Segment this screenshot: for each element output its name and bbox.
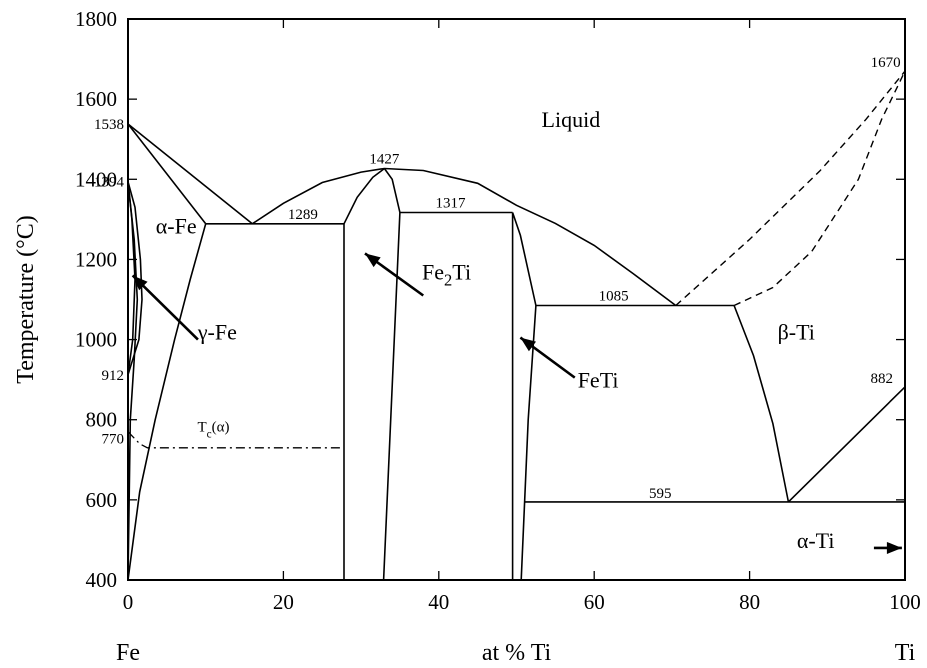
y-tick-label: 1800 [75, 7, 117, 31]
y-tick-label: 400 [86, 568, 118, 592]
phase-label: Liquid [542, 107, 601, 132]
y-tick-label: 1200 [75, 247, 117, 271]
temperature-annotation: 912 [102, 368, 125, 384]
x-tick-label: 40 [428, 590, 449, 614]
temperature-annotation: 770 [102, 432, 125, 448]
temperature-annotation: 1394 [94, 175, 125, 191]
phase-boundary-7 [127, 181, 139, 581]
x-axis-title: at % Ti [482, 640, 552, 666]
temperature-annotation: 1670 [871, 55, 901, 71]
x-tick-label: 80 [739, 590, 760, 614]
arrow-shaft [131, 274, 199, 341]
phase-boundary-10 [382, 168, 401, 581]
phase-label: β-Ti [778, 320, 815, 345]
phase-boundary-15 [733, 305, 790, 503]
phase-label: α-Fe [156, 213, 197, 238]
plot-lines [127, 70, 906, 581]
x-tick-label: 20 [273, 590, 294, 614]
plot-frame [127, 18, 906, 581]
annotations: Liquid α-Fe γ-Fe Fe2Ti FeTi β-Ti α-Ti Tc(α) 1538… [94, 55, 902, 554]
phase-label: γ-Fe [197, 320, 237, 345]
temperature-annotation: 882 [870, 371, 893, 387]
phase-boundary-9 [343, 167, 385, 225]
temperature-annotation: 1317 [435, 196, 466, 212]
phase-boundary-17 [787, 386, 906, 503]
arrow-head [132, 275, 148, 291]
phase-boundary-20 [127, 431, 344, 449]
x-tick-label: 100 [889, 590, 921, 614]
phase-boundary-3 [251, 167, 677, 307]
x-tick-label: 60 [584, 590, 605, 614]
temperature-annotation: 1538 [94, 117, 124, 133]
phase-boundary-13 [511, 212, 537, 581]
arrow-head [520, 337, 537, 352]
temperature-annotation: 1427 [369, 151, 400, 167]
temperature-annotation: 1085 [599, 289, 629, 305]
ti-endpoint-label: Ti [895, 640, 916, 666]
y-tick-label: 1400 [75, 167, 117, 191]
phase-boundary-6 [127, 223, 207, 581]
arrow-head [886, 541, 902, 554]
fe-endpoint-label: Fe [116, 640, 140, 666]
x-tick-label: 0 [123, 590, 134, 614]
temperature-annotation: 595 [649, 486, 672, 502]
phase-boundary-1 [127, 123, 253, 225]
y-tick-label: 1600 [75, 87, 117, 111]
phase-label: Fe2Ti [422, 259, 471, 289]
phase-label: FeTi [578, 368, 619, 393]
y-tick-label: 1000 [75, 328, 117, 352]
phase-boundary-0 [127, 123, 207, 225]
y-tick-label: 800 [86, 408, 118, 432]
phase-boundary-19 [733, 70, 906, 307]
temperature-annotation: 1289 [288, 207, 318, 223]
y-axis-title: Temperature (°C) [13, 215, 39, 384]
curie-temperature-label: Tc(α) [197, 420, 229, 441]
axis-ticks: 0 20 40 60 80 100 400 600 800 1000 1200 1400 1600 180… [75, 7, 921, 614]
phase-boundary-18 [675, 70, 906, 307]
y-tick-label: 600 [86, 488, 118, 512]
arrow-head [364, 253, 381, 268]
phase-label: α-Ti [797, 528, 835, 553]
